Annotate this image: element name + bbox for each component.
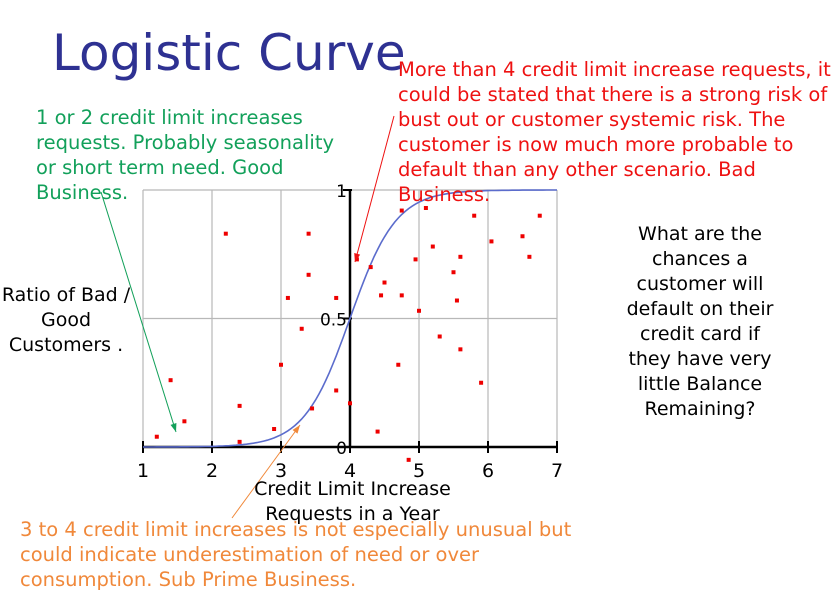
data-point: [382, 280, 387, 285]
data-point: [237, 403, 242, 408]
bad-arrow: [354, 115, 395, 263]
data-point: [310, 406, 315, 411]
logistic-curve: [143, 189, 557, 448]
data-point: [437, 334, 442, 339]
good-arrow-head: [170, 423, 177, 432]
x-tick-label: 1: [137, 460, 149, 482]
chart-ticks: 1 2 3 4 5 6 7 0 0.5 1: [137, 182, 563, 482]
data-point: [406, 457, 411, 462]
data-point: [423, 205, 428, 210]
data-point: [396, 362, 401, 367]
bad-arrow-head: [354, 253, 361, 262]
data-point: [417, 308, 421, 313]
data-point: [168, 378, 173, 383]
data-point: [334, 388, 339, 393]
data-point: [520, 234, 525, 239]
x-tick-label: 6: [482, 460, 494, 482]
y-tick-label: 0.5: [320, 311, 347, 331]
data-point: [479, 380, 484, 385]
x-tick-label: 4: [344, 460, 356, 482]
data-point: [368, 265, 373, 270]
data-point: [451, 270, 456, 275]
x-tick-label: 5: [413, 460, 425, 482]
data-point: [413, 257, 418, 262]
data-point: [354, 257, 359, 262]
data-points: [154, 205, 542, 462]
subprime-arrow-head: [292, 425, 300, 434]
x-axis-label: Credit Limit Increase Requests in a Year: [254, 478, 451, 525]
data-point: [223, 231, 228, 236]
x-tick-label: 2: [206, 460, 218, 482]
data-point: [430, 244, 435, 249]
data-point: [306, 272, 311, 277]
data-point: [458, 254, 463, 259]
data-point: [399, 293, 404, 298]
good-business-annotation: 1 or 2 credit limit increases requests. …: [36, 106, 335, 204]
data-point: [454, 298, 459, 303]
annotation-arrows: [100, 115, 395, 519]
data-point: [458, 347, 463, 352]
x-tick-label: 7: [551, 460, 563, 482]
data-point: [154, 434, 159, 439]
data-point: [399, 208, 404, 213]
chart-axes: [142, 189, 558, 453]
x-tick-label: 3: [275, 460, 287, 482]
data-point: [375, 429, 380, 434]
subprime-arrow: [231, 424, 301, 519]
data-point: [489, 239, 494, 244]
bad-business-annotation: More than 4 credit limit increase reques…: [398, 58, 831, 206]
y-axis-label: Ratio of Bad / Good Customers .: [1, 284, 131, 356]
data-point: [182, 419, 187, 424]
data-point: [285, 295, 290, 300]
data-point: [299, 326, 304, 331]
data-point: [527, 254, 532, 259]
page-title: Logistic Curve: [52, 24, 406, 82]
question-text: What are the chances a customer will def…: [626, 223, 774, 420]
data-point: [272, 427, 277, 432]
data-point: [379, 293, 384, 298]
data-point: [237, 439, 242, 444]
data-point: [334, 295, 339, 300]
y-tick-label: 1: [336, 182, 347, 202]
data-point: [279, 362, 283, 367]
subprime-business-annotation: 3 to 4 credit limit increases is not esp…: [20, 518, 572, 591]
good-arrow: [100, 191, 177, 433]
data-point: [537, 213, 542, 218]
data-point: [306, 231, 311, 236]
data-point: [472, 213, 477, 218]
data-point: [348, 401, 352, 406]
y-tick-label: 0: [336, 439, 347, 459]
